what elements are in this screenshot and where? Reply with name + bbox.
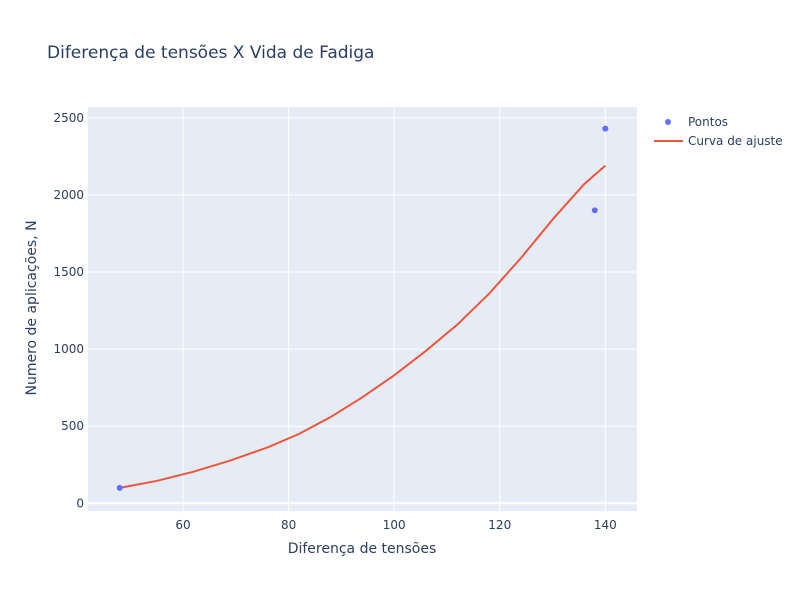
chart-title: Diferença de tensões X Vida de Fadiga: [47, 43, 374, 63]
fit-curve-line: [119, 164, 606, 489]
x-tick-label: 80: [281, 518, 296, 532]
x-axis-title: Diferença de tensões: [288, 541, 437, 557]
x-tick-label: 100: [383, 518, 406, 532]
y-tick-label: 1000: [53, 342, 84, 356]
data-point: [602, 125, 609, 132]
y-tick-label: 1500: [53, 265, 84, 279]
series-layer: [116, 125, 609, 491]
grid: [88, 107, 637, 511]
x-ticks: 60 80 100 120 140: [175, 518, 616, 532]
y-ticks: 0 500 1000 1500 2000 2500: [53, 111, 84, 510]
data-point: [591, 207, 598, 214]
plot-area: [88, 107, 637, 511]
y-tick-label: 500: [61, 419, 84, 433]
legend-label: Pontos: [688, 115, 728, 129]
data-point: [116, 484, 123, 491]
y-tick-label: 0: [76, 496, 84, 510]
x-tick-label: 120: [488, 518, 511, 532]
legend: Pontos Curva de ajuste: [654, 115, 783, 148]
y-axis-title: Numero de aplicações, N: [24, 220, 40, 395]
y-tick-label: 2500: [53, 111, 84, 125]
x-tick-label: 60: [175, 518, 190, 532]
legend-marker-points: [665, 119, 671, 125]
legend-label: Curva de ajuste: [688, 134, 783, 148]
y-tick-label: 2000: [53, 188, 84, 202]
x-tick-label: 140: [594, 518, 617, 532]
